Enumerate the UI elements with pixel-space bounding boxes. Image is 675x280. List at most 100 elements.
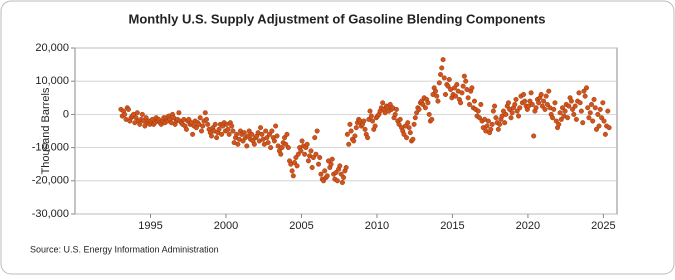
point: [334, 178, 340, 184]
point: [401, 131, 407, 137]
point: [343, 165, 349, 171]
y-axis-label: Thousand Barrels: [40, 87, 52, 174]
point: [367, 108, 373, 114]
point: [592, 105, 598, 111]
point: [266, 131, 272, 137]
point: [599, 115, 605, 121]
point: [538, 91, 544, 97]
point: [183, 126, 189, 132]
point: [571, 111, 577, 117]
point: [416, 106, 422, 112]
point: [536, 100, 542, 106]
point: [328, 161, 334, 167]
point: [541, 98, 547, 104]
x-tick-label: 2010: [365, 220, 389, 232]
point: [412, 115, 418, 121]
point: [302, 151, 308, 157]
point: [502, 120, 508, 126]
point: [441, 75, 447, 81]
point: [269, 128, 275, 134]
point: [264, 135, 270, 141]
point: [333, 169, 339, 175]
point: [476, 115, 482, 121]
y-tick-label: 20,000: [35, 42, 69, 54]
point: [568, 98, 574, 104]
point: [521, 91, 527, 97]
point: [529, 101, 535, 107]
point: [348, 128, 354, 134]
point: [543, 93, 549, 99]
point: [552, 100, 558, 106]
point: [346, 141, 352, 147]
point: [294, 163, 300, 169]
point: [310, 155, 316, 161]
point: [488, 126, 494, 132]
point: [365, 135, 371, 141]
point: [202, 110, 208, 116]
point: [586, 115, 592, 121]
x-tick-label: 2020: [516, 220, 540, 232]
point: [339, 179, 345, 185]
point: [353, 125, 359, 131]
point: [133, 115, 139, 121]
point: [446, 77, 452, 83]
point: [226, 131, 232, 137]
point: [318, 171, 324, 177]
x-tick-label: 2000: [214, 220, 238, 232]
point: [292, 160, 298, 166]
point: [295, 151, 301, 157]
x-tick-label: 2015: [440, 220, 464, 232]
point: [143, 115, 149, 121]
point: [190, 131, 196, 137]
point: [347, 121, 353, 127]
point: [577, 100, 583, 106]
point: [517, 105, 523, 111]
point: [425, 100, 431, 106]
point: [368, 113, 374, 119]
point: [492, 103, 498, 109]
point: [516, 113, 522, 119]
point: [558, 116, 564, 122]
point: [279, 145, 285, 151]
point: [572, 103, 578, 109]
point: [606, 125, 612, 131]
point: [469, 85, 475, 91]
point: [600, 100, 606, 106]
point: [259, 131, 265, 137]
point: [484, 123, 490, 129]
point: [582, 93, 588, 99]
point: [533, 105, 539, 111]
point: [580, 120, 586, 126]
x-tick-label: 2005: [289, 220, 313, 232]
point: [305, 158, 311, 164]
point: [212, 121, 218, 127]
point: [258, 125, 264, 131]
point: [596, 123, 602, 129]
point: [463, 78, 469, 84]
point: [490, 108, 496, 114]
point: [581, 88, 587, 94]
point: [458, 100, 464, 106]
point: [246, 128, 252, 134]
point: [512, 101, 518, 107]
point: [282, 135, 288, 141]
point: [497, 121, 503, 127]
point: [274, 133, 280, 139]
point: [601, 118, 607, 124]
point: [445, 83, 451, 89]
point: [273, 123, 279, 129]
point: [317, 155, 323, 161]
point: [351, 138, 357, 144]
point: [410, 136, 416, 142]
point: [466, 101, 472, 107]
y-tick-label: 10,000: [35, 75, 69, 87]
point: [406, 125, 412, 131]
point: [344, 131, 350, 137]
point: [460, 83, 466, 89]
point: [485, 118, 491, 124]
point: [404, 135, 410, 141]
point: [298, 148, 304, 154]
point: [241, 130, 247, 136]
point: [370, 118, 376, 124]
point: [397, 116, 403, 122]
